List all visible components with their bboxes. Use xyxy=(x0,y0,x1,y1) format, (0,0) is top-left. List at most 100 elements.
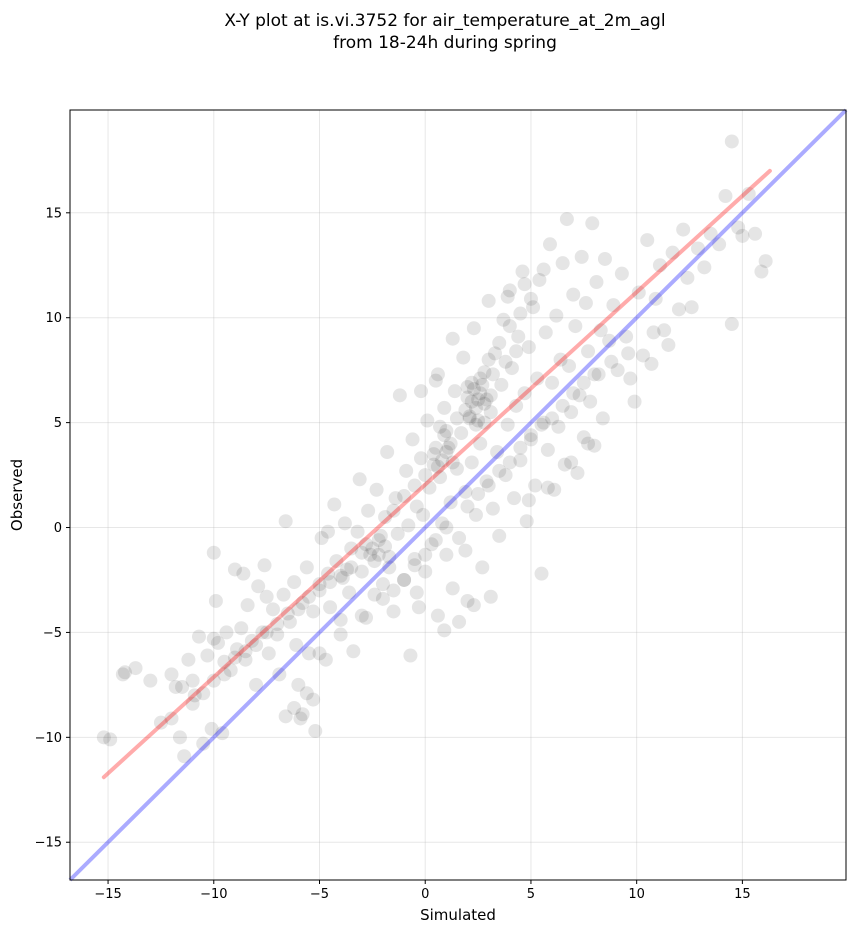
data-point xyxy=(591,367,606,382)
data-point xyxy=(530,371,545,386)
data-point xyxy=(249,677,264,692)
data-point xyxy=(466,598,481,613)
data-point xyxy=(291,677,306,692)
data-point xyxy=(485,367,500,382)
data-point xyxy=(445,581,460,596)
data-point xyxy=(251,579,266,594)
data-point xyxy=(354,608,369,623)
data-point xyxy=(483,405,498,420)
x-tick-label: 0 xyxy=(421,887,429,902)
data-point xyxy=(581,344,596,359)
data-point xyxy=(507,491,522,506)
data-point xyxy=(365,541,380,556)
data-point xyxy=(540,480,555,495)
data-point xyxy=(346,644,361,659)
data-point xyxy=(540,442,555,457)
data-point xyxy=(430,459,445,474)
data-point xyxy=(344,560,359,575)
data-point xyxy=(430,367,445,382)
data-point xyxy=(460,593,475,608)
data-point xyxy=(703,226,718,241)
data-point xyxy=(291,602,306,617)
data-point xyxy=(477,396,492,411)
data-point xyxy=(407,478,422,493)
data-point xyxy=(473,436,488,451)
data-point xyxy=(614,266,629,281)
data-point xyxy=(559,212,574,227)
data-point xyxy=(219,625,234,640)
data-point xyxy=(204,721,219,736)
data-point xyxy=(227,650,242,665)
data-point xyxy=(206,545,221,560)
data-point xyxy=(257,558,272,573)
data-point xyxy=(272,667,287,682)
data-point xyxy=(337,516,352,531)
data-point xyxy=(428,373,443,388)
data-point xyxy=(657,323,672,338)
x-tick-label: 10 xyxy=(628,887,645,902)
data-point xyxy=(583,394,598,409)
data-point xyxy=(473,386,488,401)
data-point xyxy=(411,600,426,615)
data-point xyxy=(631,285,646,300)
data-point xyxy=(333,627,348,642)
data-point xyxy=(301,646,316,661)
data-point xyxy=(724,317,739,332)
data-point xyxy=(481,293,496,308)
data-point xyxy=(488,346,503,361)
data-point xyxy=(513,306,528,321)
data-point xyxy=(492,528,507,543)
data-point xyxy=(164,667,179,682)
y-tick-label: −5 xyxy=(43,626,62,641)
data-point xyxy=(513,440,528,455)
data-point xyxy=(536,262,551,277)
y-tick-label: 0 xyxy=(54,521,62,536)
data-point xyxy=(568,319,583,334)
data-point xyxy=(422,480,437,495)
data-point xyxy=(485,501,500,516)
x-tick-label: −15 xyxy=(94,887,121,902)
data-point xyxy=(610,363,625,378)
y-tick-label: −15 xyxy=(35,836,62,851)
data-point xyxy=(103,732,118,747)
data-point xyxy=(547,482,562,497)
data-point xyxy=(354,545,369,560)
data-point xyxy=(564,405,579,420)
data-point xyxy=(445,455,460,470)
data-point xyxy=(741,186,756,201)
data-point xyxy=(574,249,589,264)
data-point xyxy=(464,375,479,390)
data-point xyxy=(587,367,602,382)
data-point xyxy=(748,226,763,241)
data-point xyxy=(452,614,467,629)
data-point xyxy=(418,468,433,483)
data-point xyxy=(496,312,511,327)
data-point xyxy=(390,526,405,541)
data-point xyxy=(333,568,348,583)
data-point xyxy=(259,589,274,604)
data-point xyxy=(494,377,509,392)
data-point xyxy=(566,287,581,302)
data-point xyxy=(619,329,634,344)
data-point xyxy=(306,692,321,707)
data-point xyxy=(382,549,397,564)
data-point xyxy=(621,346,636,361)
data-point xyxy=(545,411,560,426)
data-point xyxy=(492,335,507,350)
y-tick-label: 15 xyxy=(45,206,62,221)
data-point xyxy=(481,352,496,367)
data-point xyxy=(439,444,454,459)
data-point xyxy=(735,228,750,243)
data-point xyxy=(327,497,342,512)
data-point xyxy=(276,587,291,602)
data-point xyxy=(117,665,132,680)
data-point xyxy=(504,361,519,376)
data-point xyxy=(441,440,456,455)
data-point xyxy=(314,531,329,546)
data-point xyxy=(593,323,608,338)
data-point xyxy=(335,570,350,585)
data-point xyxy=(428,440,443,455)
data-point xyxy=(354,564,369,579)
data-point xyxy=(435,453,450,468)
data-point xyxy=(676,222,691,237)
